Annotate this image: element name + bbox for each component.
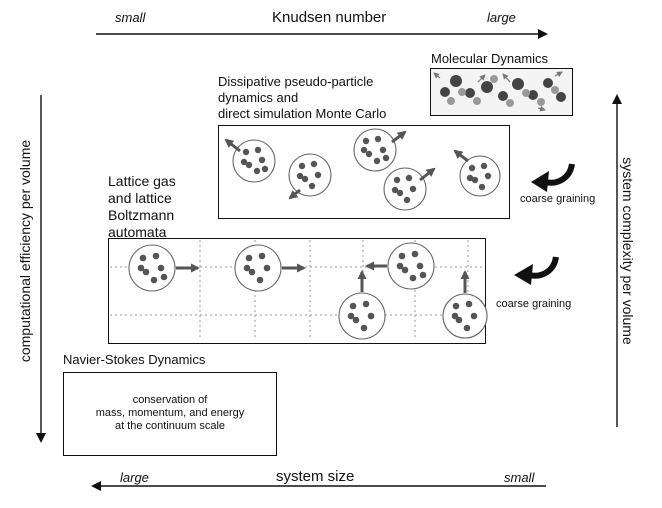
dpd-particle-2 <box>288 153 332 197</box>
bottom-axis-title: system size <box>276 468 355 485</box>
lattice-particle-5 <box>442 293 488 339</box>
dpd-particle-5 <box>459 155 501 197</box>
ns-label: Navier-Stokes Dynamics <box>63 352 206 367</box>
ns-box-line: mass, momentum, and energy <box>95 407 245 419</box>
md-molecules <box>433 71 566 112</box>
dpd-box <box>218 125 510 219</box>
bottom-axis-right-end: small <box>504 470 535 485</box>
lattice-box <box>108 238 486 344</box>
dpd-label-line: Dissipative pseudo-particle <box>218 74 374 89</box>
bottom-axis-left-end: large <box>120 470 149 485</box>
ns-box: conservation of mass, momentum, and ener… <box>63 372 277 456</box>
lattice-label-line: automata <box>108 224 167 240</box>
lattice-label: Lattice gas and lattice Boltzmann automa… <box>108 173 176 241</box>
dpd-label-line: dynamics and <box>218 90 299 105</box>
coarse-graining-lower-label: coarse graining <box>496 298 572 310</box>
dpd-particle-4 <box>383 167 427 211</box>
ns-box-line: at the continuum scale <box>114 420 226 432</box>
lattice-particle-2 <box>234 244 282 292</box>
ns-box-line: conservation of <box>132 394 208 406</box>
dpd-label-line: direct simulation Monte Carlo <box>218 106 387 121</box>
lattice-particle-3 <box>387 242 435 290</box>
coarse-graining-upper-label: coarse graining <box>520 193 596 205</box>
lattice-particle-4 <box>338 292 386 340</box>
md-label: Molecular Dynamics <box>431 51 549 66</box>
dpd-particle-3 <box>353 128 397 172</box>
dpd-particle-1 <box>232 139 276 183</box>
lattice-label-line: Lattice gas <box>108 173 176 189</box>
coarse-graining-lower-arrow <box>514 256 559 285</box>
lattice-velocity-arrows <box>176 261 470 293</box>
top-axis-left-end: small <box>115 10 146 25</box>
lattice-label-line: Boltzmann <box>108 207 175 223</box>
coarse-graining-upper-arrow <box>531 163 575 192</box>
dpd-label: Dissipative pseudo-particle dynamics and… <box>218 74 386 122</box>
dpd-velocity-arrows <box>224 130 469 200</box>
lattice-label-line: and lattice <box>108 190 172 206</box>
top-axis-right-end: large <box>487 10 516 25</box>
top-axis-title: Knudsen number <box>272 9 387 26</box>
ns-box-text: conservation of mass, momentum, and ener… <box>64 394 276 433</box>
lattice-particle-1 <box>128 244 176 292</box>
